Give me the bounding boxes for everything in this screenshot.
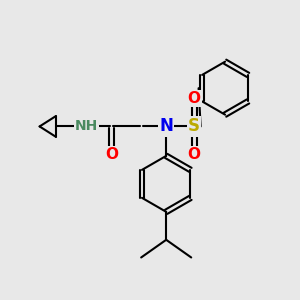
Text: O: O [188,147,201,162]
Text: S: S [188,117,200,135]
Text: NH: NH [75,119,98,134]
Text: O: O [105,147,118,162]
Text: N: N [159,117,173,135]
Text: O: O [188,91,201,106]
